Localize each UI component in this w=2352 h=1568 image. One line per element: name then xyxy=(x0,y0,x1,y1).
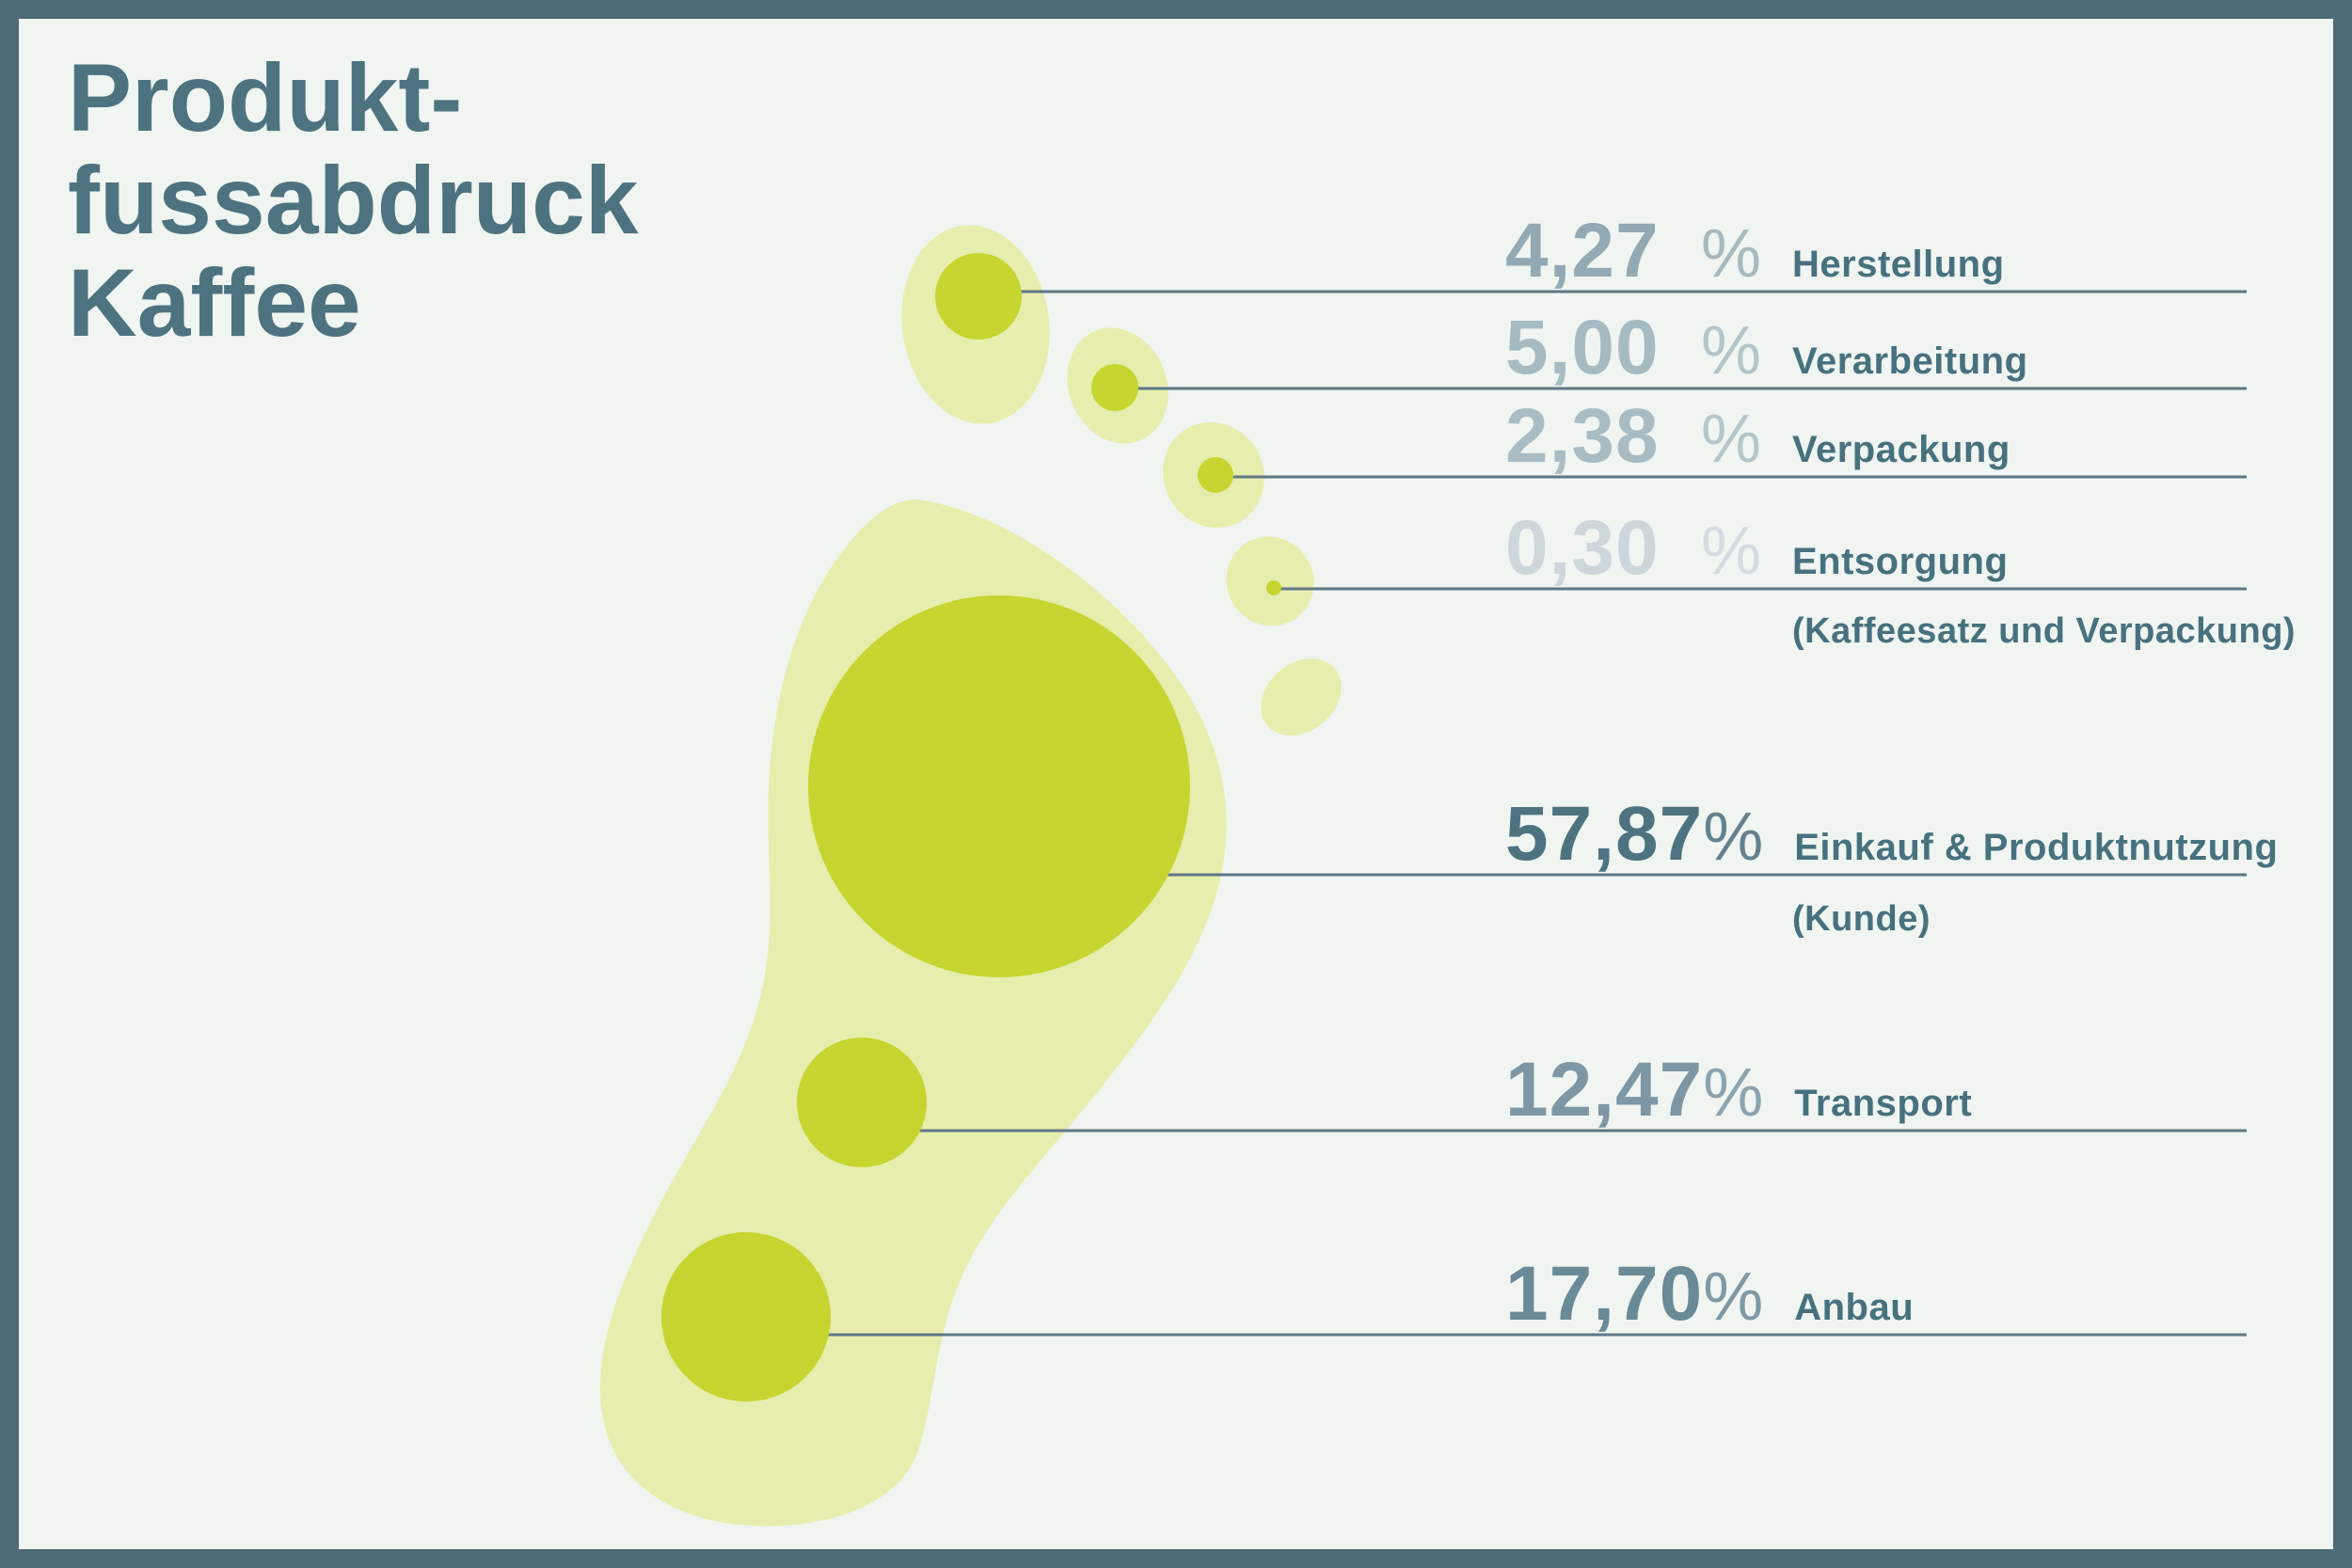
row-einkauf: 57,87 % Einkauf & Produktnutzung xyxy=(1505,790,2279,877)
label-anbau: Anbau xyxy=(1794,1287,1915,1328)
value-verarbeitung: 5,00 xyxy=(1505,305,1660,390)
value-transport: 12,47 xyxy=(1505,1047,1704,1132)
row-verarbeitung: 5,00 % Verarbeitung xyxy=(1505,304,2028,390)
percent-sign-anbau: % xyxy=(1703,1259,1764,1335)
pad-verarbeitung xyxy=(1091,364,1138,411)
percent-sign-verarbeitung: % xyxy=(1701,313,1762,388)
percent-sign-verpackung: % xyxy=(1701,402,1762,477)
label-verpackung: Verpackung xyxy=(1792,429,2010,470)
label-herstellung: Herstellung xyxy=(1792,244,2005,285)
row-anbau: 17,70 % Anbau xyxy=(1505,1250,1915,1337)
percent-sign-herstellung: % xyxy=(1701,216,1762,292)
pad-anbau xyxy=(661,1232,831,1402)
toe-5-outline xyxy=(1261,658,1342,736)
toe-4-outline xyxy=(1226,536,1314,626)
value-anbau: 17,70 xyxy=(1505,1251,1704,1337)
row-transport: 12,47 % Transport xyxy=(1505,1046,1973,1132)
value-einkauf: 57,87 xyxy=(1505,791,1704,877)
value-verpackung: 2,38 xyxy=(1505,393,1660,479)
pad-verpackung xyxy=(1198,457,1233,493)
percent-sign-entsorgung: % xyxy=(1701,514,1762,589)
value-herstellung: 4,27 xyxy=(1505,208,1660,293)
label-verarbeitung: Verarbeitung xyxy=(1792,341,2028,382)
label-transport: Transport xyxy=(1794,1083,1973,1124)
pad-transport xyxy=(797,1037,927,1167)
percent-sign-transport: % xyxy=(1703,1055,1764,1131)
label-einkauf: Einkauf & Produktnutzung xyxy=(1794,827,2279,868)
page-title: Produkt- fussabdruck Kaffee xyxy=(68,44,639,357)
percent-sign-einkauf: % xyxy=(1703,800,1764,875)
row-entsorgung: 0,30 % Entsorgung xyxy=(1505,504,2009,591)
row-herstellung: 4,27 % Herstellung xyxy=(1505,207,2005,293)
sublabel-einkauf: (Kunde) xyxy=(1792,899,1931,939)
sublabel-entsorgung: (Kaffeesatz und Verpackung) xyxy=(1792,611,2296,651)
row-verpackung: 2,38 % Verpackung xyxy=(1505,392,2010,479)
label-entsorgung: Entsorgung xyxy=(1792,541,2009,582)
pad-entsorgung xyxy=(1266,580,1281,595)
pad-herstellung xyxy=(935,253,1022,340)
value-entsorgung: 0,30 xyxy=(1505,505,1660,591)
pad-einkauf xyxy=(808,595,1190,977)
